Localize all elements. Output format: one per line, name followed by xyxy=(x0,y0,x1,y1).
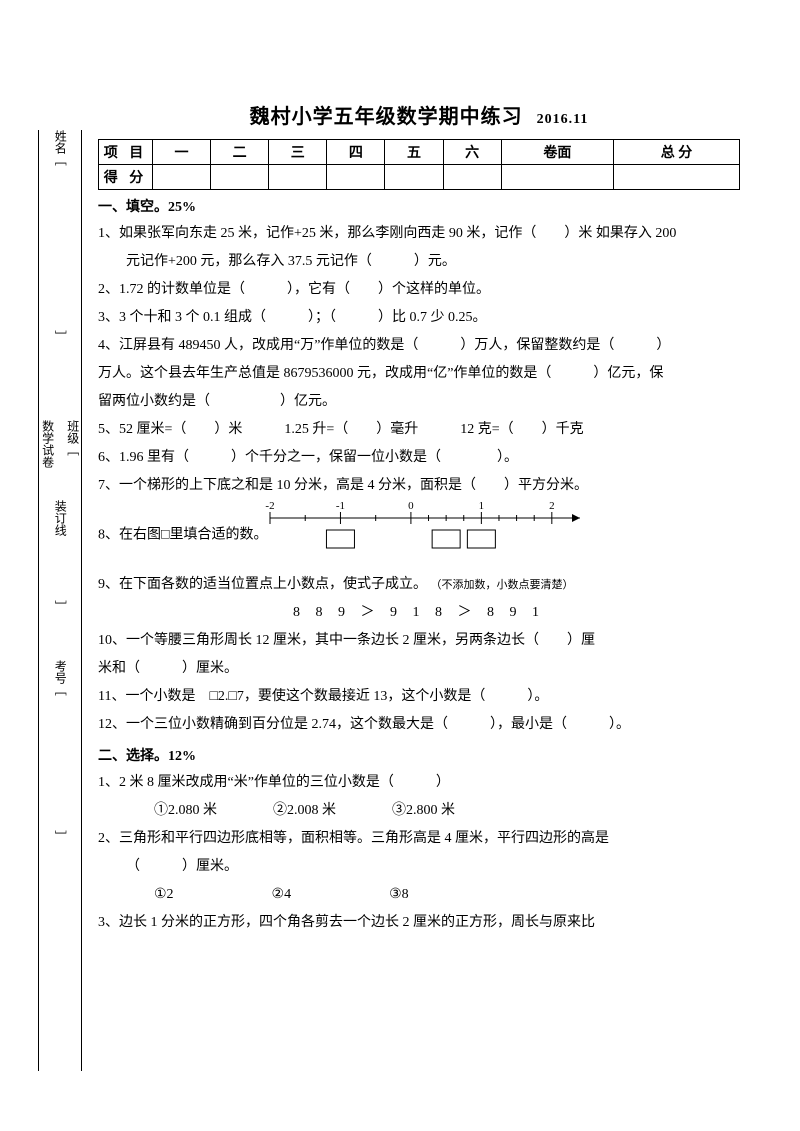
svg-text:1: 1 xyxy=(479,500,485,512)
question-8: 8、在右图□里填合适的数。 -2 -1 0 1 2 xyxy=(98,500,740,571)
question-1a: 1、如果张军向东走 25 米，记作+25 米，那么李刚向西走 90 米，记作（ … xyxy=(98,220,740,248)
question-9: 9、在下面各数的适当位置点上小数点，使式子成立。 （不添加数，小数点要清楚） xyxy=(98,571,740,599)
th-3: 三 xyxy=(269,140,327,165)
table-row: 项 目 一 二 三 四 五 六 卷面 总 分 xyxy=(99,140,740,165)
side-binding-label: 装订线 xyxy=(53,500,67,536)
question-11: 11、一个小数是 □2.□7，要使这个数最接近 13，这个小数是（ ）。 xyxy=(98,683,740,711)
s2-question-1: 1、2 米 8 厘米改成用“米”作单位的三位小数是（ ） xyxy=(98,769,740,797)
content-area: 魏村小学五年级数学期中练习 2016.11 项 目 一 二 三 四 五 六 卷面… xyxy=(98,100,740,937)
side-name-label: 姓名﹇ xyxy=(53,130,67,166)
title-date: 2016.11 xyxy=(537,112,589,127)
question-12: 12、一个三位小数精确到百分位是 2.74，这个数最大是（ ），最小是（ ）。 xyxy=(98,711,740,739)
table-row: 得 分 xyxy=(99,165,740,190)
question-9-expr: 8 8 9 ＞ 9 1 8 ＞ 8 9 1 xyxy=(98,599,740,627)
td-blank xyxy=(501,165,613,190)
question-1b: 元记作+200 元，那么存入 37.5 元记作（ ）元。 xyxy=(98,248,740,276)
side-dash: ﹈ xyxy=(53,330,67,342)
td-blank xyxy=(443,165,501,190)
s2-question-2a: 2、三角形和平行四边形底相等，面积相等。三角形高是 4 厘米，平行四边形的高是 xyxy=(98,825,740,853)
th-item: 项 目 xyxy=(99,140,153,165)
td-blank xyxy=(614,165,740,190)
section-2-header: 二、选择。12% xyxy=(98,745,740,765)
side-dash2: ﹈ xyxy=(53,830,67,842)
svg-text:-1: -1 xyxy=(336,500,345,512)
th-total: 总 分 xyxy=(614,140,740,165)
question-2: 2、1.72 的计数单位是（ ），它有（ ）个这样的单位。 xyxy=(98,276,740,304)
question-10b: 米和（ ）厘米。 xyxy=(98,655,740,683)
s2-question-1-opts: ①2.080 米 ②2.008 米 ③2.800 米 xyxy=(98,797,740,825)
section-1-header: 一、填空。25% xyxy=(98,196,740,216)
question-8-text: 8、在右图□里填合适的数。 xyxy=(98,528,267,543)
side-class-label2: 班级﹇ xyxy=(65,420,79,456)
td-blank xyxy=(211,165,269,190)
question-7: 7、一个梯形的上下底之和是 10 分米，高是 4 分米，面积是（ ）平方分米。 xyxy=(98,472,740,500)
question-4c: 留两位小数约是（ ）亿元。 xyxy=(98,388,740,416)
td-blank xyxy=(327,165,385,190)
th-1: 一 xyxy=(153,140,211,165)
th-2: 二 xyxy=(211,140,269,165)
td-blank xyxy=(269,165,327,190)
question-3: 3、3 个十和 3 个 0.1 组成（ ）；（ ）比 0.7 少 0.25。 xyxy=(98,304,740,332)
s2-question-3: 3、边长 1 分米的正方形，四个角各剪去一个边长 2 厘米的正方形，周长与原来比 xyxy=(98,909,740,937)
question-4b: 万人。这个县去年生产总值是 8679536000 元，改成用“亿”作单位的数是（… xyxy=(98,360,740,388)
th-6: 六 xyxy=(443,140,501,165)
side-bind-end: ﹈ xyxy=(53,600,67,612)
td-scorelabel: 得 分 xyxy=(99,165,153,190)
number-line-svg: -2 -1 0 1 2 xyxy=(250,500,610,560)
question-10a: 10、一个等腰三角形周长 12 厘米，其中一条边长 2 厘米，另两条边长（ ）厘 xyxy=(98,627,740,655)
side-num-label: 考号﹇ xyxy=(53,660,67,696)
td-blank xyxy=(385,165,443,190)
svg-text:0: 0 xyxy=(408,500,414,512)
score-table: 项 目 一 二 三 四 五 六 卷面 总 分 得 分 xyxy=(98,139,740,190)
svg-text:-2: -2 xyxy=(265,500,274,512)
question-9-text: 9、在下面各数的适当位置点上小数点，使式子成立。 xyxy=(98,577,427,592)
question-4a: 4、江屏县有 489450 人，改成用“万”作单位的数是（ ）万人，保留整数约是… xyxy=(98,332,740,360)
side-class-label: 数学试卷 xyxy=(40,420,54,468)
question-9-note: （不添加数，小数点要清楚） xyxy=(431,579,574,591)
page-title: 魏村小学五年级数学期中练习 2016.11 xyxy=(98,100,740,129)
svg-text:2: 2 xyxy=(549,500,555,512)
number-line-figure: -2-1012 xyxy=(271,500,610,571)
question-6: 6、1.96 里有（ ）个千分之一，保留一位小数是（ ）。 xyxy=(98,444,740,472)
th-4: 四 xyxy=(327,140,385,165)
s2-question-2b: （ ）厘米。 xyxy=(98,853,740,881)
th-5: 五 xyxy=(385,140,443,165)
th-face: 卷面 xyxy=(501,140,613,165)
s2-question-2-opts: ①2 ②4 ③8 xyxy=(98,881,740,909)
question-5: 5、52 厘米=（ ）米 1.25 升=（ ）毫升 12 克=（ ）千克 xyxy=(98,416,740,444)
binding-margin: 姓名﹇ ﹈ 数学试卷 班级﹇ 装订线 ﹈ 考号﹇ ﹈ xyxy=(38,130,82,1071)
title-text: 魏村小学五年级数学期中练习 xyxy=(250,106,523,128)
td-blank xyxy=(153,165,211,190)
